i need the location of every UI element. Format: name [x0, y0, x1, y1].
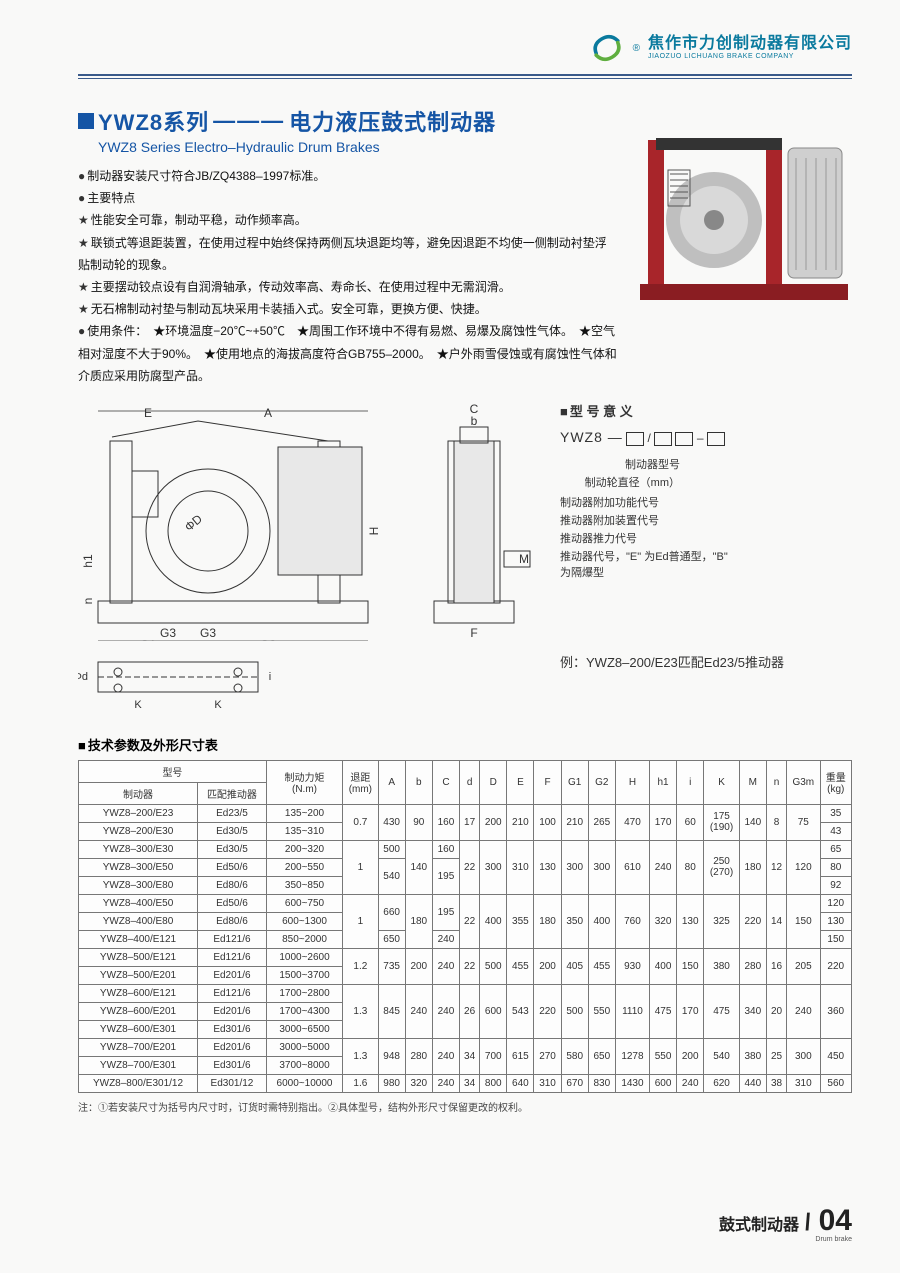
svg-text:b: b — [471, 414, 478, 428]
svg-text:G1: G1 — [140, 638, 156, 641]
model-box-icon — [654, 432, 672, 446]
svg-text:H: H — [367, 527, 381, 536]
svg-text:ΦD: ΦD — [182, 511, 205, 534]
feature-bullet: 性能安全可靠，制动平稳，动作频率高。 — [78, 209, 618, 231]
mm-right-label: 推动器附加装置代号 — [560, 512, 730, 528]
svg-text:G2: G2 — [260, 638, 276, 641]
svg-text:F: F — [470, 626, 477, 640]
model-box-icon — [675, 432, 693, 446]
registered-mark: ® — [633, 43, 640, 54]
svg-text:h1: h1 — [81, 554, 95, 568]
table-footnote: 注：①若安装尺寸为括号内尺寸时，订货时需特别指出。②具体型号，结构外形尺寸保留更… — [78, 1099, 852, 1114]
feature-bullet: 无石棉制动衬垫与制动瓦块采用卡装插入式。安全可靠，更换方便、快捷。 — [78, 298, 618, 320]
model-example: 例：YWZ8–200/E23匹配Ed23/5推动器 — [560, 652, 852, 671]
model-meaning-title: 型 号 意 义 — [560, 401, 852, 420]
feature-bullet: 联锁式等退距装置，在使用过程中始终保持两侧瓦块退距均等，避免因退距不均使一侧制动… — [78, 232, 618, 276]
company-name-en: JIAOZUO LICHUANG BRAKE COMPANY — [648, 53, 852, 61]
feature-bullet: 制动器安装尺寸符合JB/ZQ4388–1997标准。 — [78, 165, 618, 187]
mm-left-label: 制动器型号 — [560, 456, 680, 472]
svg-text:A: A — [264, 406, 272, 420]
footer-category-cn: 鼓式制动器 — [719, 1211, 799, 1235]
title-dash: ——— — [213, 108, 285, 134]
mm-right-label: 推动器代号，"E" 为Ed普通型，"B" 为隔爆型 — [560, 548, 730, 580]
svg-text:K: K — [214, 699, 222, 711]
svg-text:K: K — [134, 699, 142, 711]
page-footer: 鼓式制动器 \ 04 Drum brake — [719, 1204, 852, 1243]
svg-text:4–Φd: 4–Φd — [78, 671, 88, 683]
svg-text:G3: G3 — [160, 626, 176, 640]
svg-text:n: n — [81, 598, 95, 605]
spec-table: 型号制动力矩 (N.m)退距 (mm)AbCdDEFG1G2Hh1iKMnG3m… — [78, 760, 852, 1093]
model-code-base: YWZ8 — — [560, 429, 623, 445]
company-header: ® 焦作市力创制动器有限公司 JIAOZUO LICHUANG BRAKE CO… — [78, 30, 852, 66]
svg-text:i: i — [269, 671, 271, 683]
title-cn: 电力液压鼓式制动器 — [289, 105, 496, 137]
mm-right-label: 推动器推力代号 — [560, 530, 730, 546]
model-box-icon — [707, 432, 725, 446]
feature-list: 制动器安装尺寸符合JB/ZQ4388–1997标准。主要特点性能安全可靠，制动平… — [78, 165, 618, 387]
feature-bullet: 使用条件： ★环境温度−20℃~+50℃ ★周围工作环境中不得有易燃、易爆及腐蚀… — [78, 320, 618, 387]
title-square-icon — [78, 113, 94, 129]
footer-slash-icon: \ — [800, 1209, 814, 1237]
dimension-diagram-side: C b M F — [404, 401, 544, 646]
spec-table-title: 技术参数及外形尺寸表 — [78, 735, 852, 754]
mm-left-label: 制动轮直径（mm） — [560, 474, 680, 490]
company-logo-icon — [589, 30, 625, 66]
product-photo — [636, 120, 852, 310]
feature-bullet: 主要摆动铰点设有自润滑轴承，传动效率高、寿命长、在使用过程中无需润滑。 — [78, 276, 618, 298]
company-name-cn: 焦作市力创制动器有限公司 — [648, 35, 852, 53]
title-series: YWZ8系列 — [98, 105, 209, 137]
model-box-icon — [626, 432, 644, 446]
svg-text:G3: G3 — [200, 626, 216, 640]
dimension-diagram-front: E A ΦD h1 n G3 G3 G1 G2 H — [78, 401, 388, 646]
feature-bullet: 主要特点 — [78, 187, 618, 209]
footer-page-number: 04 — [819, 1204, 852, 1238]
header-rule — [78, 74, 852, 79]
mm-right-label: 制动器附加功能代号 — [560, 494, 730, 510]
dimension-diagram-base: 4–Φd K K i — [78, 652, 278, 717]
svg-text:E: E — [144, 406, 152, 420]
model-meaning-block: 型 号 意 义 YWZ8 — / – 制动器型号 制动轮直径（mm） 制动器附加… — [560, 401, 852, 671]
footer-category-en: Drum brake — [719, 1236, 852, 1243]
svg-text:M: M — [519, 552, 529, 566]
